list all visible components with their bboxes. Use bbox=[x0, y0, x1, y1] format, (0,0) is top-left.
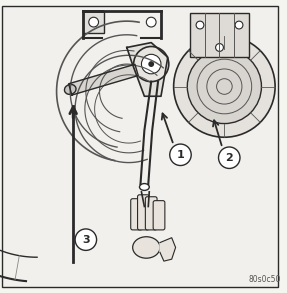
Circle shape bbox=[235, 21, 243, 29]
Ellipse shape bbox=[65, 84, 76, 94]
Circle shape bbox=[218, 147, 240, 168]
Circle shape bbox=[141, 54, 161, 74]
FancyBboxPatch shape bbox=[153, 201, 165, 230]
Ellipse shape bbox=[133, 237, 160, 258]
Circle shape bbox=[75, 229, 97, 251]
Bar bbox=[83, 11, 104, 33]
Circle shape bbox=[196, 21, 204, 29]
Circle shape bbox=[146, 17, 156, 27]
FancyBboxPatch shape bbox=[131, 199, 142, 230]
Polygon shape bbox=[127, 42, 168, 96]
Circle shape bbox=[134, 47, 169, 82]
Ellipse shape bbox=[139, 184, 149, 190]
Text: 3: 3 bbox=[82, 235, 90, 245]
FancyBboxPatch shape bbox=[137, 195, 149, 230]
Text: 1: 1 bbox=[177, 150, 184, 160]
Circle shape bbox=[216, 44, 223, 51]
FancyBboxPatch shape bbox=[145, 197, 157, 230]
Circle shape bbox=[170, 144, 191, 166]
Polygon shape bbox=[69, 64, 138, 95]
Polygon shape bbox=[160, 238, 176, 261]
Text: 80s0c50: 80s0c50 bbox=[249, 275, 281, 284]
Circle shape bbox=[174, 36, 275, 137]
Circle shape bbox=[89, 17, 98, 27]
Circle shape bbox=[148, 61, 154, 67]
Text: 2: 2 bbox=[225, 153, 233, 163]
Circle shape bbox=[187, 50, 261, 124]
Bar bbox=[190, 13, 249, 57]
